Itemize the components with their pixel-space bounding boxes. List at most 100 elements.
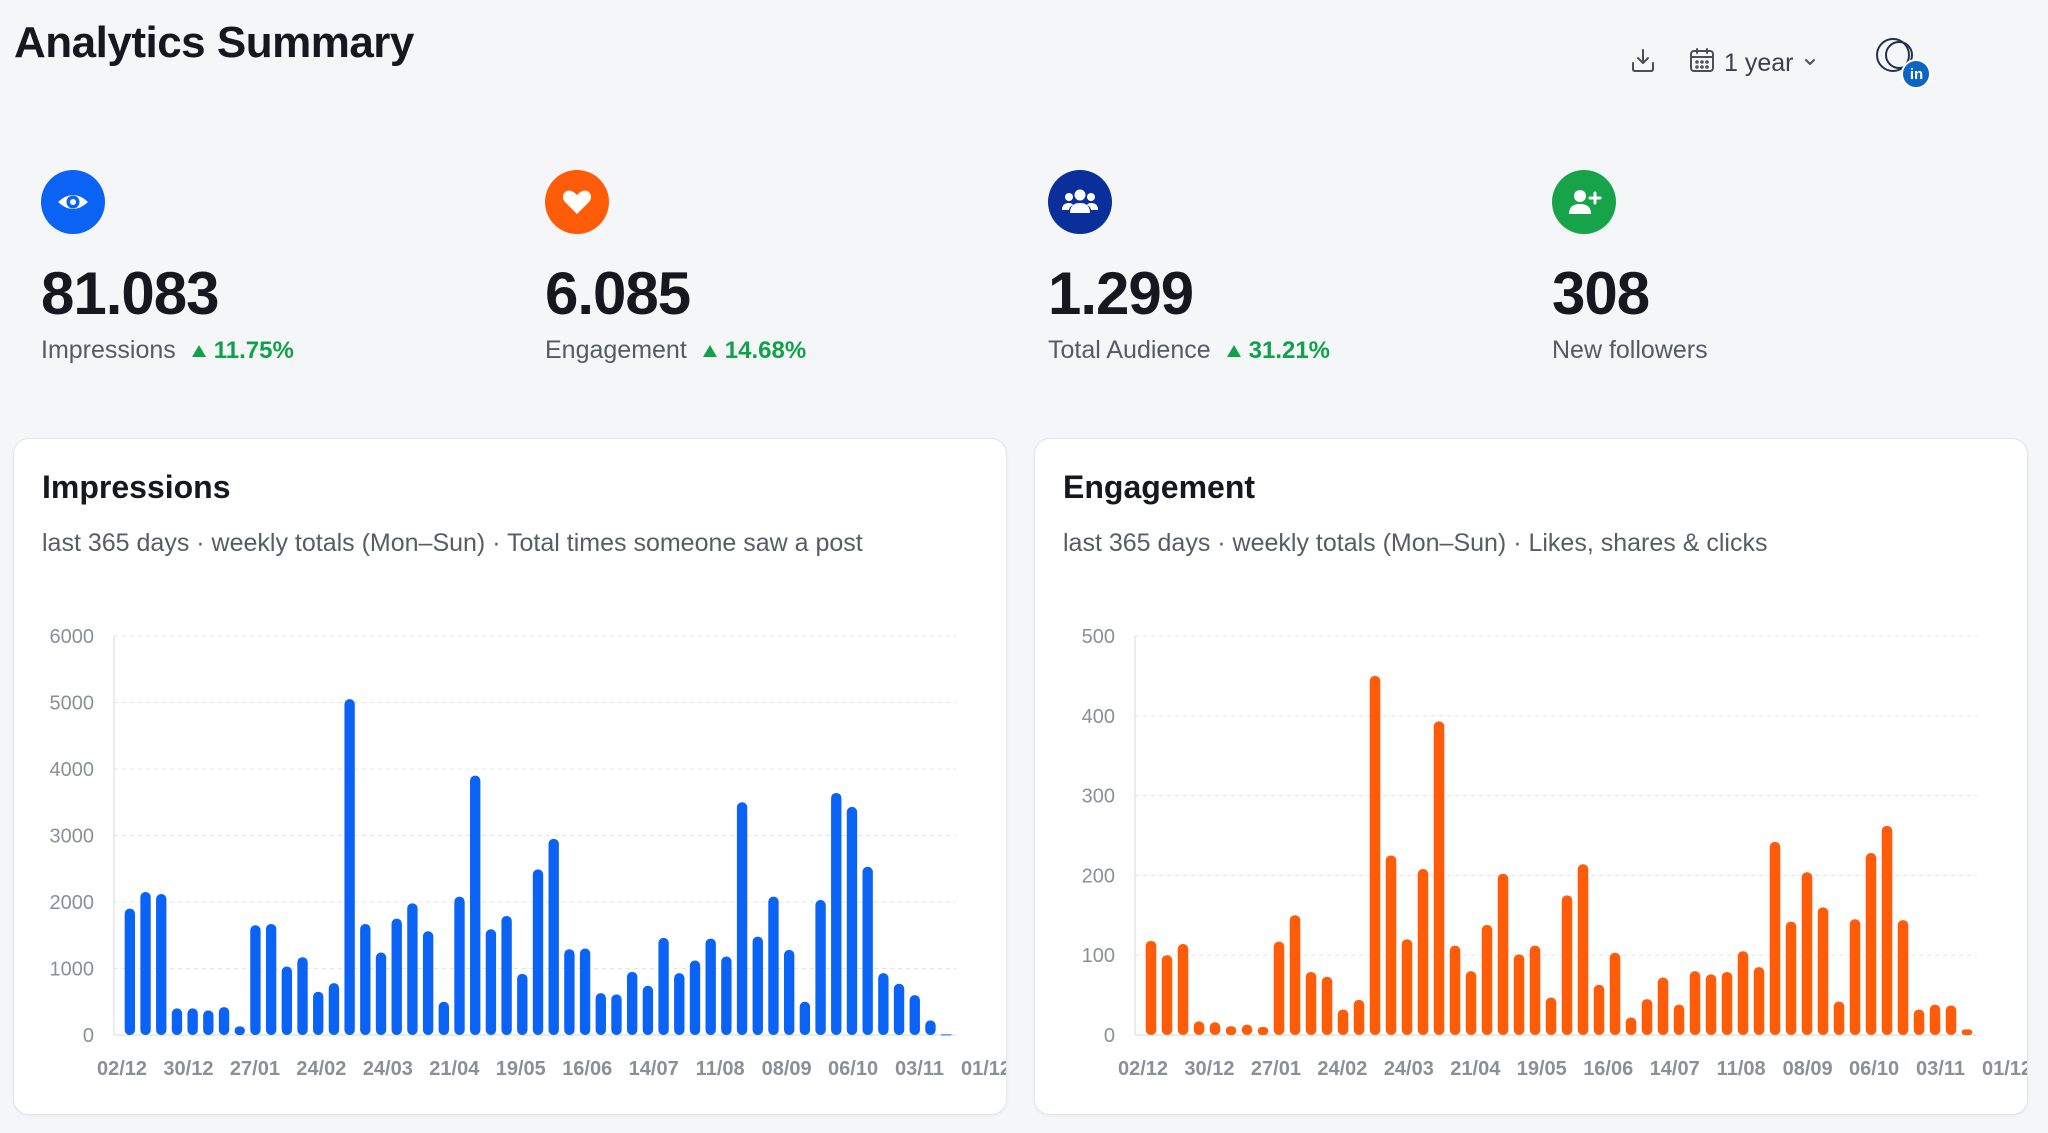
chart-bar — [517, 973, 528, 1035]
kpi-value: 6.085 — [545, 260, 691, 327]
chart-bar — [1353, 999, 1365, 1035]
y-tick-label: 500 — [1082, 626, 1115, 648]
chart-bar — [799, 1001, 811, 1035]
y-tick-label: 1000 — [50, 959, 95, 981]
users-icon — [1048, 170, 1112, 234]
kpi-impressions: 81.083 Impressions 11.75% — [41, 170, 461, 365]
chart-bar — [768, 896, 779, 1035]
x-tick-label: 21/04 — [1450, 1058, 1501, 1080]
y-tick-label: 0 — [1104, 1025, 1115, 1047]
calendar-icon — [1688, 46, 1716, 81]
page-title: Analytics Summary — [14, 18, 414, 67]
chart-bar — [1225, 1026, 1237, 1035]
chart-bar — [234, 1026, 245, 1035]
y-tick-label: 400 — [1082, 706, 1115, 728]
chevron-down-icon — [1801, 49, 1819, 78]
chart-bar — [328, 983, 340, 1035]
card-subtitle: last 365 days · weekly totals (Mon–Sun) … — [42, 529, 863, 557]
chart-bar — [501, 915, 512, 1035]
chart-bar — [1161, 955, 1173, 1035]
x-tick-label: 24/03 — [363, 1058, 413, 1080]
download-icon — [1628, 46, 1658, 81]
x-tick-label: 16/06 — [1583, 1058, 1633, 1080]
chart-bar — [1337, 1009, 1349, 1035]
chart-bar — [1753, 967, 1765, 1035]
chart-bar — [1609, 952, 1621, 1035]
chart-bar — [1241, 1024, 1253, 1035]
chart-bar — [250, 925, 261, 1035]
chart-bar — [783, 949, 795, 1035]
chart-bar — [1273, 941, 1285, 1035]
x-tick-label: 14/07 — [629, 1058, 679, 1080]
kpi-label: Engagement — [545, 336, 687, 364]
chart-bar — [1257, 1027, 1269, 1035]
engagement-bar-chart: 0 100 200 300 400 500 02/12 30/12 27/01 24/02 24/0… — [1082, 626, 2027, 1080]
chart-bar — [1689, 971, 1701, 1035]
chart-bar — [171, 1008, 183, 1035]
trend-up-icon — [191, 344, 206, 357]
x-tick-label: 30/12 — [163, 1058, 213, 1080]
impressions-bar-chart: 0 1000 2000 3000 4000 5000 6000 02/12 30/12 27/01… — [50, 626, 1007, 1080]
chart-bar — [878, 973, 889, 1035]
kpi-value: 1.299 — [1048, 260, 1194, 327]
chart-bar — [831, 792, 842, 1035]
chart-bar — [1961, 1029, 1973, 1035]
chart-bar — [721, 956, 732, 1035]
chart-bar — [862, 866, 873, 1035]
y-tick-label: 300 — [1082, 786, 1115, 808]
chart-bar — [1449, 945, 1461, 1035]
x-tick-label: 03/11 — [1916, 1058, 1965, 1080]
chart-bar — [1497, 873, 1509, 1035]
x-tick-label: 27/01 — [230, 1058, 280, 1080]
x-tick-label: 30/12 — [1184, 1058, 1234, 1080]
chart-bar — [156, 894, 167, 1035]
chart-bar — [1321, 976, 1333, 1035]
linkedin-badge: in — [1901, 59, 1932, 89]
chart-bar — [1897, 920, 1909, 1035]
account-switcher[interactable]: in — [1873, 37, 1932, 89]
chart-bar — [360, 923, 371, 1035]
period-selector[interactable]: 1 year — [1688, 46, 1819, 81]
y-tick-label: 200 — [1082, 865, 1115, 887]
chart-bar — [579, 948, 591, 1035]
period-label: 1 year — [1724, 48, 1794, 77]
chart-bar — [1209, 1022, 1221, 1035]
chart-bar — [1721, 971, 1733, 1035]
chart-bar — [1785, 921, 1797, 1035]
chart-bar — [218, 1007, 230, 1035]
chart-bar — [548, 838, 559, 1035]
eye-icon — [41, 170, 105, 234]
chart-bar — [344, 699, 355, 1035]
card-subtitle: last 365 days · weekly totals (Mon–Sun) … — [1063, 529, 1768, 557]
x-tick-label: 01/12 — [1982, 1058, 2027, 1080]
x-tick-label: 19/05 — [496, 1058, 546, 1080]
chart-bar — [1657, 977, 1669, 1035]
chart-bar — [1305, 971, 1317, 1035]
chart-bar — [1929, 1004, 1941, 1035]
chart-bar — [736, 802, 748, 1035]
chart-bar — [674, 973, 685, 1035]
chart-bar — [564, 949, 575, 1035]
chart-bar — [124, 908, 136, 1035]
kpi-label: Impressions — [41, 336, 176, 364]
x-tick-label: 06/10 — [828, 1058, 878, 1080]
chart-bar — [658, 937, 669, 1035]
chart-bar — [1801, 872, 1813, 1035]
download-button[interactable] — [1620, 40, 1666, 86]
kpi-value: 308 — [1552, 260, 1650, 327]
y-tick-label: 6000 — [50, 626, 95, 648]
chart-bar — [940, 1034, 952, 1036]
chart-bar — [1145, 940, 1157, 1035]
chart-bar — [470, 775, 481, 1035]
x-tick-label: 01/12 — [961, 1058, 1006, 1080]
chart-bar — [1433, 721, 1445, 1035]
x-tick-label: 02/12 — [97, 1058, 147, 1080]
x-tick-label: 03/11 — [895, 1058, 944, 1080]
y-tick-label: 3000 — [50, 826, 95, 848]
chart-bar — [611, 994, 622, 1035]
x-tick-label: 08/09 — [1783, 1058, 1833, 1080]
chart-bar — [1881, 825, 1893, 1035]
chart-bar — [1561, 895, 1573, 1035]
chart-bar — [532, 869, 544, 1035]
chart-bar — [454, 896, 465, 1035]
